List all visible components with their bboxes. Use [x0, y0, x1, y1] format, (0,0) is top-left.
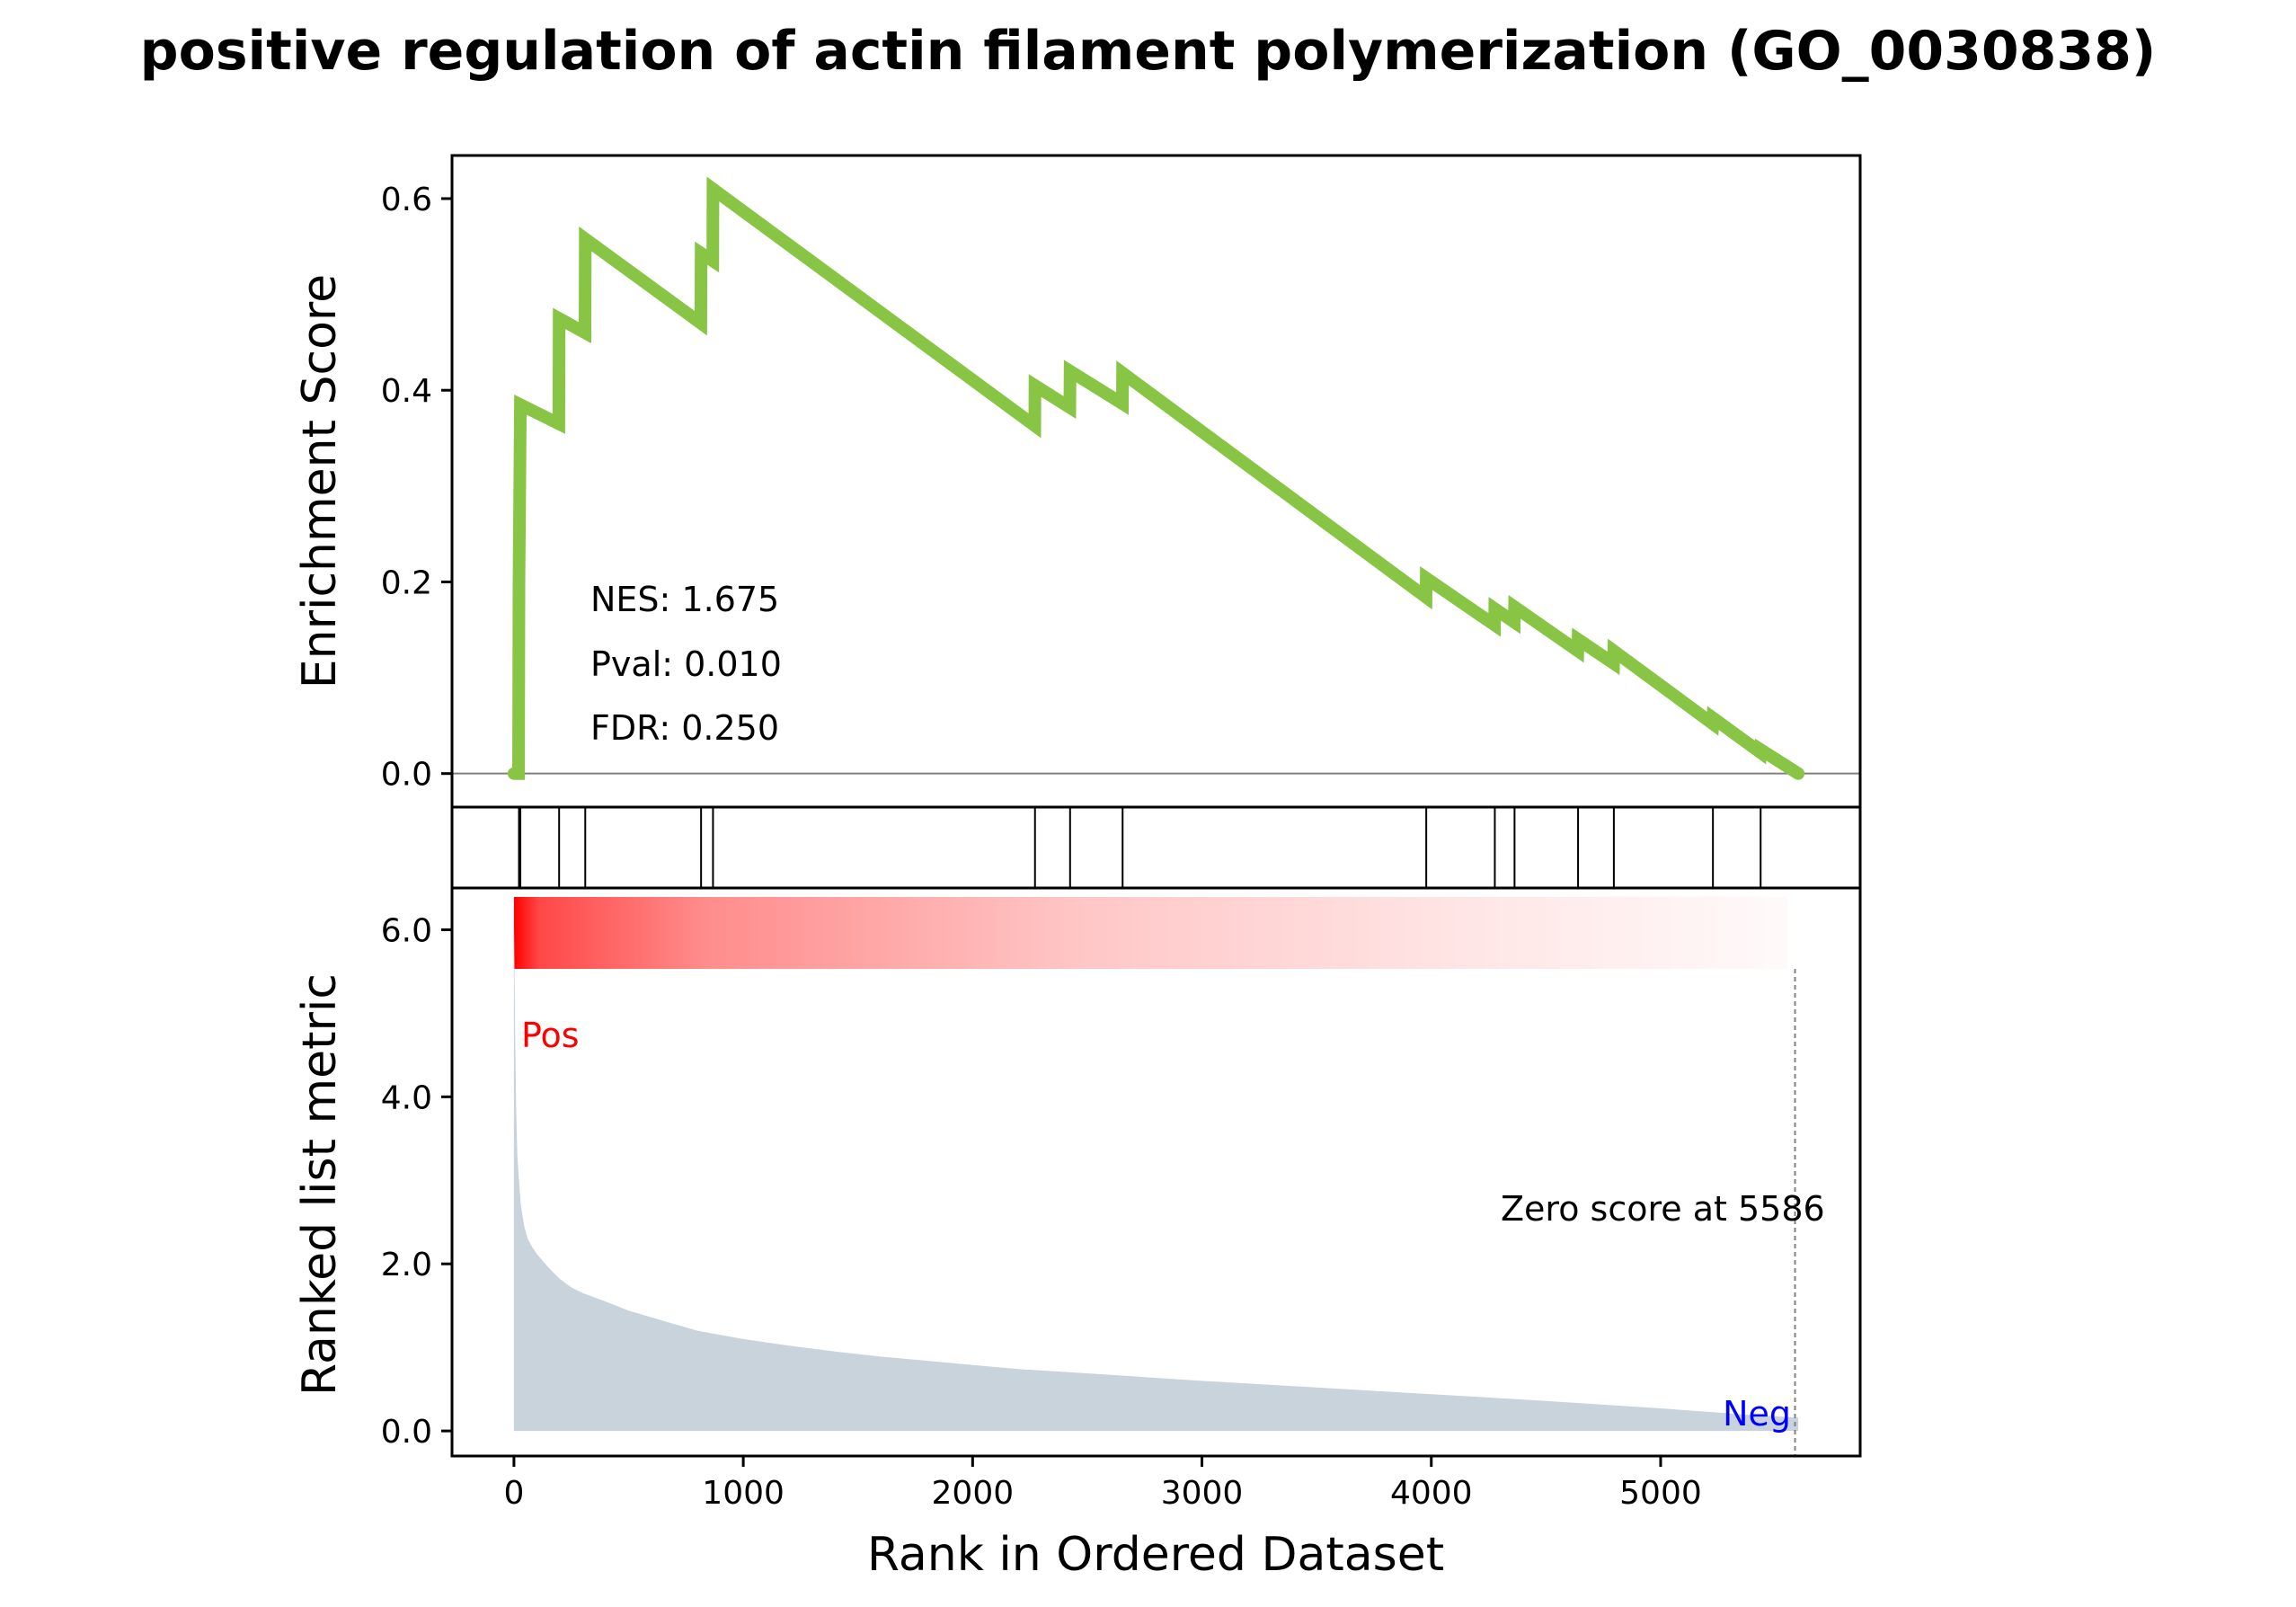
chart-title: positive regulation of actin filament po…: [139, 20, 2157, 83]
rank-tick-label: 0.0: [381, 1414, 432, 1451]
pval-annotation: Pval: 0.010: [590, 644, 782, 684]
es-tick-label: 0.2: [381, 564, 432, 601]
enrichment-score-line: [507, 176, 1805, 780]
enrichment-score-panel: 0.0 0.2 0.4 0.6 Enrichment Score NES: 1.675…: [293, 154, 1862, 809]
es-axis-label: Enrichment Score: [293, 274, 347, 688]
neg-label: Neg: [1723, 1394, 1791, 1434]
ranked-metric-area: [513, 917, 1799, 1432]
gene-hits-panel: [450, 805, 1862, 890]
rank-tick-label: 4.0: [381, 1079, 432, 1116]
hits-panel-frame: [450, 805, 1862, 890]
x-tick-label: 4000: [1390, 1475, 1473, 1512]
rank-heatmap-bar: [513, 897, 1788, 969]
es-tick-label: 0.6: [381, 182, 432, 218]
x-axis-label: Rank in Ordered Dataset: [867, 1528, 1444, 1582]
zero-score-annotation: Zero score at 5586: [1501, 1189, 1825, 1229]
x-tick-label: 2000: [932, 1475, 1015, 1512]
ranked-metric-panel: 0.02.04.06.0 Ranked list metric Pos Neg …: [293, 886, 1862, 1582]
pos-label: Pos: [521, 1016, 580, 1055]
es-tick-label: 0.4: [381, 373, 432, 410]
es-tick-label: 0.0: [381, 757, 432, 794]
fdr-annotation: FDR: 0.250: [590, 708, 779, 748]
rank-tick-label: 6.0: [381, 912, 432, 949]
rank-tick-label: 2.0: [381, 1247, 432, 1283]
x-tick-label: 3000: [1161, 1475, 1244, 1512]
x-tick-label: 5000: [1619, 1475, 1702, 1512]
rank-panel-frame: [450, 886, 1862, 1458]
nes-annotation: NES: 1.675: [590, 580, 779, 619]
x-tick-label: 1000: [702, 1475, 785, 1512]
x-tick-label: 0: [503, 1475, 524, 1512]
rank-axis-label: Ranked list metric: [293, 973, 347, 1396]
